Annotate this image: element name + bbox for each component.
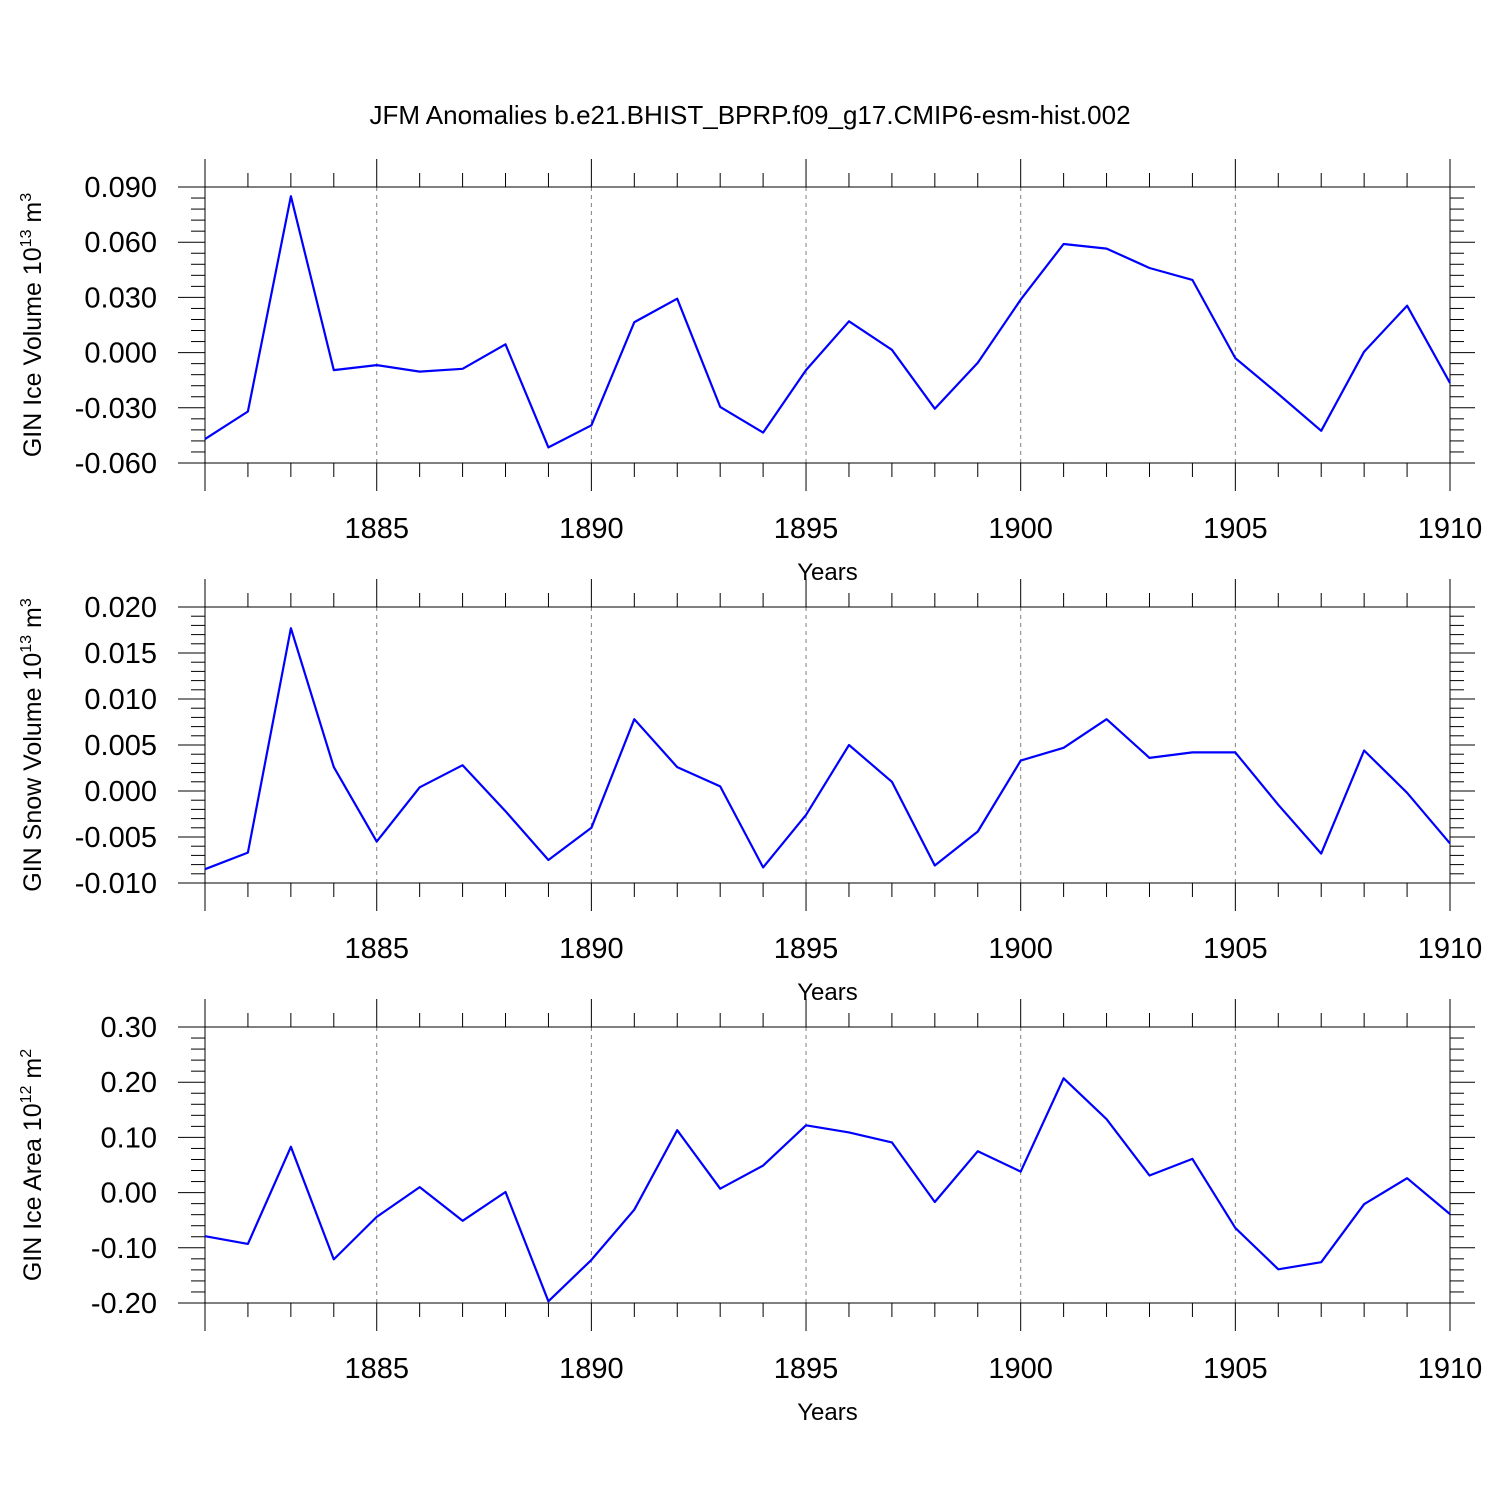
y-axis-label-unit: m (19, 1058, 47, 1086)
x-tick-label-1900: 1900 (988, 933, 1053, 965)
y-axis-label-unit-exponent: 3 (18, 193, 35, 202)
x-axis-label: Years (797, 979, 858, 1006)
series-line (204, 1077, 1451, 1303)
panel-ice-area: 1885 1890 1895 1900 1905 1910 Years -0.20 -0.10 0… (18, 999, 1482, 1426)
y-axis-label-unit: m (19, 607, 47, 635)
y-axis-label: GIN Snow Volume 1013 m3 (18, 598, 47, 892)
y-axis-label-base: GIN Snow Volume 10 (19, 653, 47, 892)
y-tick-label--0.060: -0.060 (75, 448, 157, 480)
panel-snow-volume: 1885 1890 1895 1900 1905 1910 Years -0.010 -0.00… (18, 579, 1482, 1006)
x-tick-label-1905: 1905 (1203, 1353, 1268, 1385)
x-tick-label-1900: 1900 (988, 513, 1053, 545)
y-axis-label-exponent: 13 (18, 229, 35, 247)
x-tick-label-1905: 1905 (1203, 933, 1268, 965)
x-tick-label-1910: 1910 (1418, 933, 1483, 965)
x-tick-label-1890: 1890 (559, 1353, 624, 1385)
y-tick-label-0.090: 0.090 (84, 172, 157, 204)
y-axis-label: GIN Ice Volume 1013 m3 (18, 193, 47, 457)
figure-title: JFM Anomalies b.e21.BHIST_BPRP.f09_g17.C… (369, 100, 1130, 130)
series-line (204, 627, 1451, 871)
y-tick-label-0.30: 0.30 (101, 1012, 157, 1044)
y-axis-label-unit-exponent: 3 (18, 598, 35, 607)
y-tick-label--0.030: -0.030 (75, 393, 157, 425)
x-tick-label-1885: 1885 (344, 1353, 409, 1385)
y-tick-label-0.020: 0.020 (84, 592, 157, 624)
y-tick-label-0.000: 0.000 (84, 338, 157, 370)
y-axis-label-base: GIN Ice Volume 10 (19, 247, 47, 457)
x-tick-label-1890: 1890 (559, 933, 624, 965)
y-tick-label-0.10: 0.10 (101, 1122, 157, 1154)
x-tick-label-1910: 1910 (1418, 513, 1483, 545)
x-tick-label-1910: 1910 (1418, 1353, 1483, 1385)
y-tick-label-0.060: 0.060 (84, 227, 157, 259)
y-tick-label-0.000: 0.000 (84, 776, 157, 808)
y-axis-label-base: GIN Ice Area 10 (19, 1103, 47, 1281)
x-axis-label: Years (797, 1399, 858, 1426)
y-tick-label-0.20: 0.20 (101, 1067, 157, 1099)
panel-ice-volume: 1885 1890 1895 1900 1905 1910 Years -0.060 -0.03… (18, 159, 1482, 586)
x-tick-label-1905: 1905 (1203, 513, 1268, 545)
y-tick-label-0.005: 0.005 (84, 730, 157, 762)
y-axis-label: GIN Ice Area 1012 m2 (18, 1049, 47, 1281)
y-tick-label--0.10: -0.10 (91, 1233, 157, 1265)
x-tick-label-1895: 1895 (774, 513, 839, 545)
y-axis-label-unit-exponent: 2 (18, 1049, 35, 1058)
y-tick-label-0.030: 0.030 (84, 282, 157, 314)
y-axis-label-exponent: 12 (18, 1085, 35, 1103)
series-line (204, 195, 1451, 449)
x-tick-label-1885: 1885 (344, 933, 409, 965)
x-tick-label-1895: 1895 (774, 933, 839, 965)
y-tick-label-0.015: 0.015 (84, 638, 157, 670)
x-tick-label-1900: 1900 (988, 1353, 1053, 1385)
x-tick-label-1895: 1895 (774, 1353, 839, 1385)
x-tick-label-1885: 1885 (344, 513, 409, 545)
y-tick-label--0.005: -0.005 (75, 822, 157, 854)
y-tick-label--0.010: -0.010 (75, 868, 157, 900)
y-tick-label-0.010: 0.010 (84, 684, 157, 716)
y-tick-label-0.00: 0.00 (101, 1178, 157, 1210)
x-axis-label: Years (797, 559, 858, 586)
y-axis-label-unit: m (19, 202, 47, 230)
x-tick-label-1890: 1890 (559, 513, 624, 545)
y-tick-label--0.20: -0.20 (91, 1288, 157, 1320)
y-axis-label-exponent: 13 (18, 635, 35, 653)
